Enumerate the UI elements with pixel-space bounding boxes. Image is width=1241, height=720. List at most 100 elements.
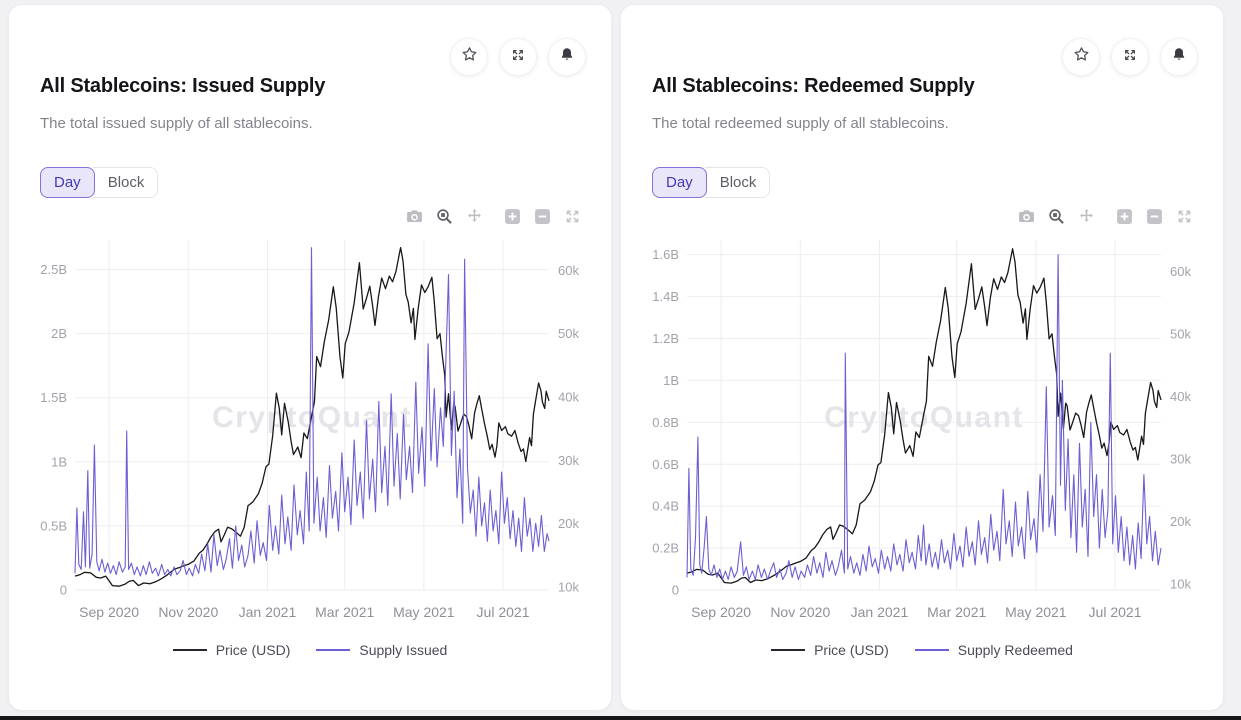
legend-label: Price (USD) <box>215 642 291 658</box>
redeemed-supply-chart[interactable]: 0 0.2B 0.4B 0.6B 0.8B 1B 1.2B 1.4B 1.6B 10k 20k 30k… <box>629 228 1215 626</box>
alert-button[interactable] <box>1160 38 1198 76</box>
interval-toggle: Day Block <box>40 167 159 198</box>
x-axis-tick-label: Mar 2021 <box>315 604 374 620</box>
x-axis-tick-label: Jan 2021 <box>239 604 297 620</box>
x-axis-tick-label: May 2021 <box>393 604 455 620</box>
bell-icon <box>558 46 576 69</box>
x-axis-tick-label: Jul 2021 <box>477 604 530 620</box>
expand-icon <box>1122 47 1138 68</box>
supply-line-swatch <box>316 649 351 651</box>
fullscreen-button[interactable] <box>1111 38 1149 76</box>
legend-item-price[interactable]: Price (USD) <box>172 642 291 658</box>
window-bottom-edge <box>0 716 1241 720</box>
autoscale-icon[interactable] <box>1175 207 1193 225</box>
chart-description: The total redeemed supply of all stablec… <box>652 115 949 132</box>
zoom-out-icon[interactable] <box>1145 207 1163 225</box>
legend-item-supply-issued[interactable]: Supply Issued <box>316 642 447 658</box>
legend-label: Supply Issued <box>359 642 448 658</box>
legend-item-price[interactable]: Price (USD) <box>771 642 889 658</box>
redeemed-supply-panel: All Stablecoins: Redeemed Supply The tot… <box>620 4 1224 711</box>
bell-icon <box>1170 46 1188 69</box>
panel-action-buttons <box>450 38 586 76</box>
chart-legend: Price (USD) Supply Issued <box>9 642 611 658</box>
chart-modebar <box>9 206 581 226</box>
toggle-block-button[interactable]: Block <box>704 167 771 198</box>
x-axis-tick-label: Nov 2020 <box>158 604 218 620</box>
page-title: All Stablecoins: Issued Supply <box>40 75 326 97</box>
right-axis-tick-label: 60k <box>558 263 579 278</box>
left-axis-tick-label: 0 <box>60 583 67 598</box>
left-axis-tick-label: 0.2B <box>652 541 679 556</box>
download-camera-icon[interactable] <box>405 207 423 225</box>
autoscale-icon[interactable] <box>563 207 581 225</box>
interval-toggle: Day Block <box>652 167 771 198</box>
chart-legend: Price (USD) Supply Redeemed <box>621 642 1223 658</box>
zoom-tool-icon[interactable] <box>1047 207 1065 225</box>
series-line-supply-redeemed <box>686 254 1162 581</box>
series-line-supply-issued <box>74 247 550 577</box>
right-axis-tick-label: 60k <box>1170 264 1191 279</box>
issued-supply-chart[interactable]: 0 0.5B 1B 1.5B 2B 2.5B 10k 20k 30k 40k 50k 60k Sep 2… <box>17 228 603 626</box>
series-line-price-usd- <box>686 248 1162 584</box>
left-axis-tick-label: 1.5B <box>40 390 67 405</box>
x-axis-tick-label: Sep 2020 <box>691 604 751 620</box>
right-axis-tick-label: 20k <box>558 516 579 531</box>
legend-item-supply-redeemed[interactable]: Supply Redeemed <box>914 642 1073 658</box>
price-line-swatch <box>771 649 806 651</box>
issued-supply-panel: All Stablecoins: Issued Supply The total… <box>8 4 612 711</box>
page-title: All Stablecoins: Redeemed Supply <box>652 75 975 97</box>
left-axis-tick-label: 1.4B <box>652 289 679 304</box>
supply-line-swatch <box>914 649 949 651</box>
left-axis-tick-label: 1.6B <box>652 247 679 262</box>
download-camera-icon[interactable] <box>1017 207 1035 225</box>
favorite-button[interactable] <box>1062 38 1100 76</box>
toggle-block-button[interactable]: Block <box>92 167 159 198</box>
right-axis-tick-label: 30k <box>558 453 579 468</box>
legend-label: Price (USD) <box>814 642 889 658</box>
x-axis-tick-label: May 2021 <box>1005 604 1067 620</box>
star-icon <box>460 45 479 69</box>
cryptoquant-watermark: CryptoQuant <box>212 401 412 434</box>
pan-tool-icon[interactable] <box>1077 207 1095 225</box>
series-line-price-usd- <box>74 246 550 587</box>
chart-description: The total issued supply of all stablecoi… <box>40 115 313 132</box>
left-axis-tick-label: 0.8B <box>652 415 679 430</box>
right-axis-tick-label: 30k <box>1170 451 1191 466</box>
legend-label: Supply Redeemed <box>957 642 1073 658</box>
right-axis-tick-label: 50k <box>558 326 579 341</box>
alert-button[interactable] <box>548 38 586 76</box>
left-axis-tick-label: 2B <box>51 326 67 341</box>
zoom-tool-icon[interactable] <box>435 207 453 225</box>
left-axis-tick-label: 0.5B <box>40 518 67 533</box>
chart-modebar <box>621 206 1193 226</box>
x-axis-tick-label: Nov 2020 <box>770 604 830 620</box>
x-axis-tick-label: Sep 2020 <box>79 604 139 620</box>
toggle-day-button[interactable]: Day <box>652 167 707 198</box>
toggle-day-button[interactable]: Day <box>40 167 95 198</box>
left-axis-tick-label: 0 <box>672 583 679 598</box>
panel-action-buttons <box>1062 38 1198 76</box>
right-axis-tick-label: 20k <box>1170 514 1191 529</box>
right-axis-tick-label: 10k <box>1170 576 1191 591</box>
star-icon <box>1072 45 1091 69</box>
cryptoquant-watermark: CryptoQuant <box>824 401 1024 434</box>
left-axis-tick-label: 2.5B <box>40 262 67 277</box>
zoom-out-icon[interactable] <box>533 207 551 225</box>
right-axis-tick-label: 50k <box>1170 326 1191 341</box>
left-axis-tick-label: 0.4B <box>652 499 679 514</box>
left-axis-tick-label: 1B <box>663 373 679 388</box>
price-line-swatch <box>172 649 207 651</box>
left-axis-tick-label: 1B <box>51 454 67 469</box>
left-axis-tick-label: 0.6B <box>652 457 679 472</box>
right-axis-tick-label: 40k <box>558 389 579 404</box>
x-axis-tick-label: Jan 2021 <box>851 604 909 620</box>
zoom-in-icon[interactable] <box>1115 207 1133 225</box>
right-axis-tick-label: 10k <box>558 579 579 594</box>
favorite-button[interactable] <box>450 38 488 76</box>
fullscreen-button[interactable] <box>499 38 537 76</box>
pan-tool-icon[interactable] <box>465 207 483 225</box>
zoom-in-icon[interactable] <box>503 207 521 225</box>
right-axis-tick-label: 40k <box>1170 389 1191 404</box>
left-axis-tick-label: 1.2B <box>652 331 679 346</box>
